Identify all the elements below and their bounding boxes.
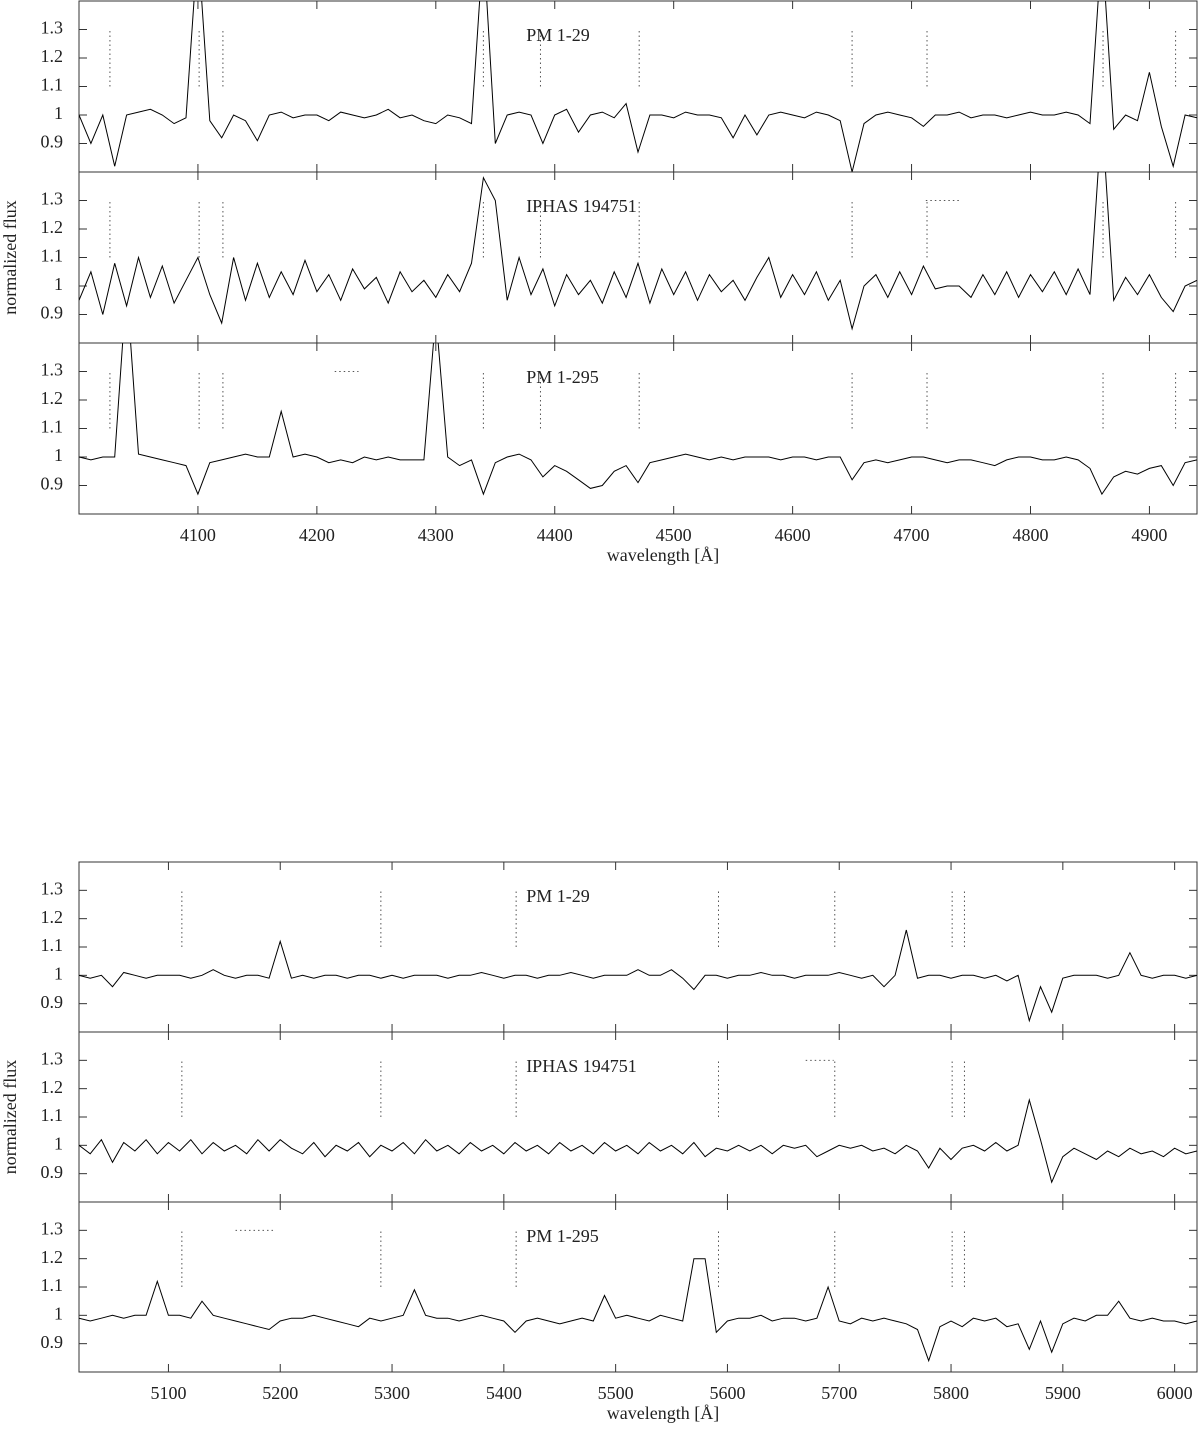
- x-axis-label: wavelength [Å]: [607, 1403, 719, 1423]
- x-tick-label: 4100: [180, 525, 216, 545]
- x-axis-label: wavelength [Å]: [607, 545, 719, 565]
- y-tick-label: 1: [54, 1303, 63, 1323]
- panel-label: PM 1-29: [526, 886, 590, 906]
- y-tick-label: 0.9: [41, 1162, 64, 1182]
- x-tick-label: 4800: [1012, 525, 1048, 545]
- panel-frame: [78, 171, 1198, 344]
- x-tick-label: 4700: [894, 525, 930, 545]
- x-tick-label: 4900: [1131, 525, 1167, 545]
- y-tick-label: 1.1: [41, 1275, 64, 1295]
- y-tick-label: 1.3: [41, 360, 64, 380]
- x-tick-label: 5900: [1045, 1383, 1081, 1403]
- x-tick-label: 5800: [933, 1383, 969, 1403]
- panel-label: PM 1-295: [526, 1226, 599, 1246]
- spectrum: [79, 1, 1197, 172]
- y-tick-label: 1.1: [41, 246, 64, 266]
- panel-frame: [78, 861, 1198, 1033]
- y-tick-label: 1: [54, 103, 63, 123]
- x-tick-label: 4600: [775, 525, 811, 545]
- y-tick-label: 1.2: [41, 907, 64, 927]
- y-tick-label: 1.3: [41, 1218, 64, 1238]
- y-tick-label: 1.3: [41, 878, 64, 898]
- panel-frame: [78, 1031, 1198, 1203]
- spectrum: [79, 343, 1197, 496]
- y-tick-label: 1: [54, 274, 63, 294]
- y-tick-label: 0.9: [41, 992, 64, 1012]
- y-tick-label: 0.9: [41, 303, 64, 323]
- x-tick-label: 6000: [1157, 1383, 1193, 1403]
- y-tick-label: 0.9: [41, 474, 64, 494]
- y-tick-label: 1: [54, 1133, 63, 1153]
- panel-frame: [78, 1201, 1198, 1373]
- panel-frame: [78, 0, 1198, 173]
- y-tick-label: 1.1: [41, 417, 64, 437]
- x-tick-label: 4200: [299, 525, 335, 545]
- x-tick-label: 4500: [656, 525, 692, 545]
- y-tick-label: 0.9: [41, 1332, 64, 1352]
- panel-label: PM 1-29: [526, 25, 590, 45]
- y-axis-label: normalized flux: [0, 1060, 20, 1174]
- x-tick-label: 5700: [821, 1383, 857, 1403]
- panel-frame: [78, 342, 1198, 515]
- spectrum: [79, 1098, 1197, 1184]
- y-tick-label: 1.2: [41, 1247, 64, 1267]
- x-tick-label: 5100: [150, 1383, 186, 1403]
- spectrum: [79, 1258, 1197, 1363]
- y-tick-label: 0.9: [41, 132, 64, 152]
- y-tick-label: 1.1: [41, 935, 64, 955]
- x-tick-label: 4400: [537, 525, 573, 545]
- y-tick-label: 1.2: [41, 388, 64, 408]
- x-tick-label: 4300: [418, 525, 454, 545]
- y-tick-label: 1.3: [41, 1048, 64, 1068]
- x-tick-label: 5400: [486, 1383, 522, 1403]
- spectrum: [79, 929, 1197, 1023]
- y-tick-label: 1.2: [41, 1077, 64, 1097]
- y-tick-label: 1.3: [41, 18, 64, 38]
- y-tick-label: 1: [54, 963, 63, 983]
- x-tick-label: 5500: [598, 1383, 634, 1403]
- y-tick-label: 1.3: [41, 189, 64, 209]
- y-tick-label: 1: [54, 445, 63, 465]
- y-tick-label: 1.2: [41, 217, 64, 237]
- y-tick-label: 1.1: [41, 75, 64, 95]
- x-tick-label: 5200: [262, 1383, 298, 1403]
- x-tick-label: 5600: [709, 1383, 745, 1403]
- panel-label: IPHAS 194751: [526, 1056, 637, 1076]
- y-axis-label: normalized flux: [0, 200, 20, 314]
- y-tick-label: 1.1: [41, 1105, 64, 1125]
- panel-label: IPHAS 194751: [526, 196, 637, 216]
- y-tick-label: 1.2: [41, 46, 64, 66]
- panel-label: PM 1-295: [526, 367, 599, 387]
- spectrum: [79, 172, 1197, 331]
- x-tick-label: 5300: [374, 1383, 410, 1403]
